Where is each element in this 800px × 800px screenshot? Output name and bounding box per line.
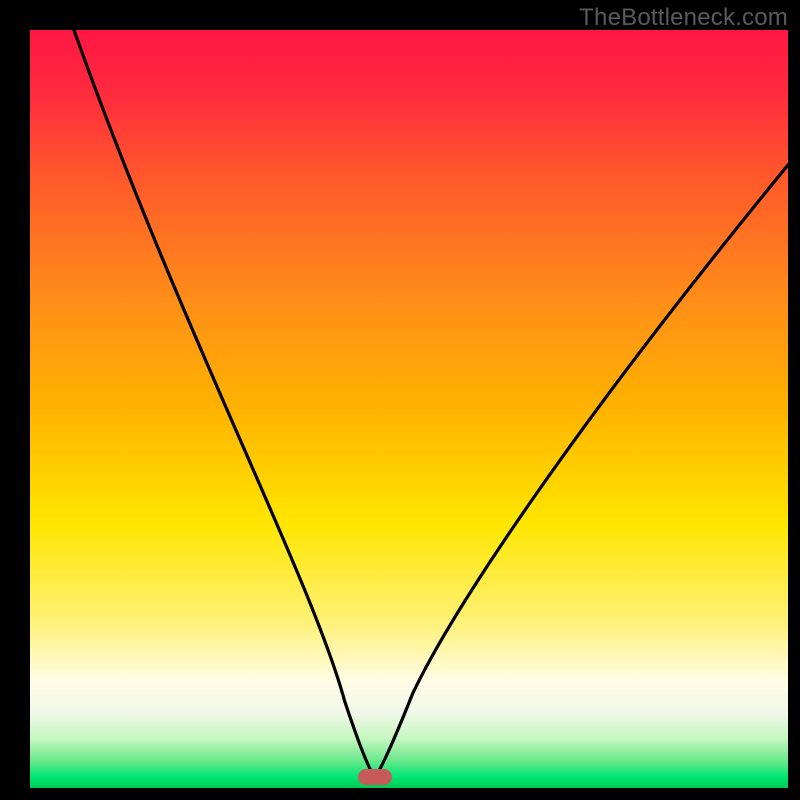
optimal-marker	[358, 769, 392, 785]
plot-area	[30, 30, 788, 788]
watermark-text: TheBottleneck.com	[579, 4, 788, 32]
chart-svg	[30, 30, 788, 788]
gradient-background	[30, 30, 788, 788]
